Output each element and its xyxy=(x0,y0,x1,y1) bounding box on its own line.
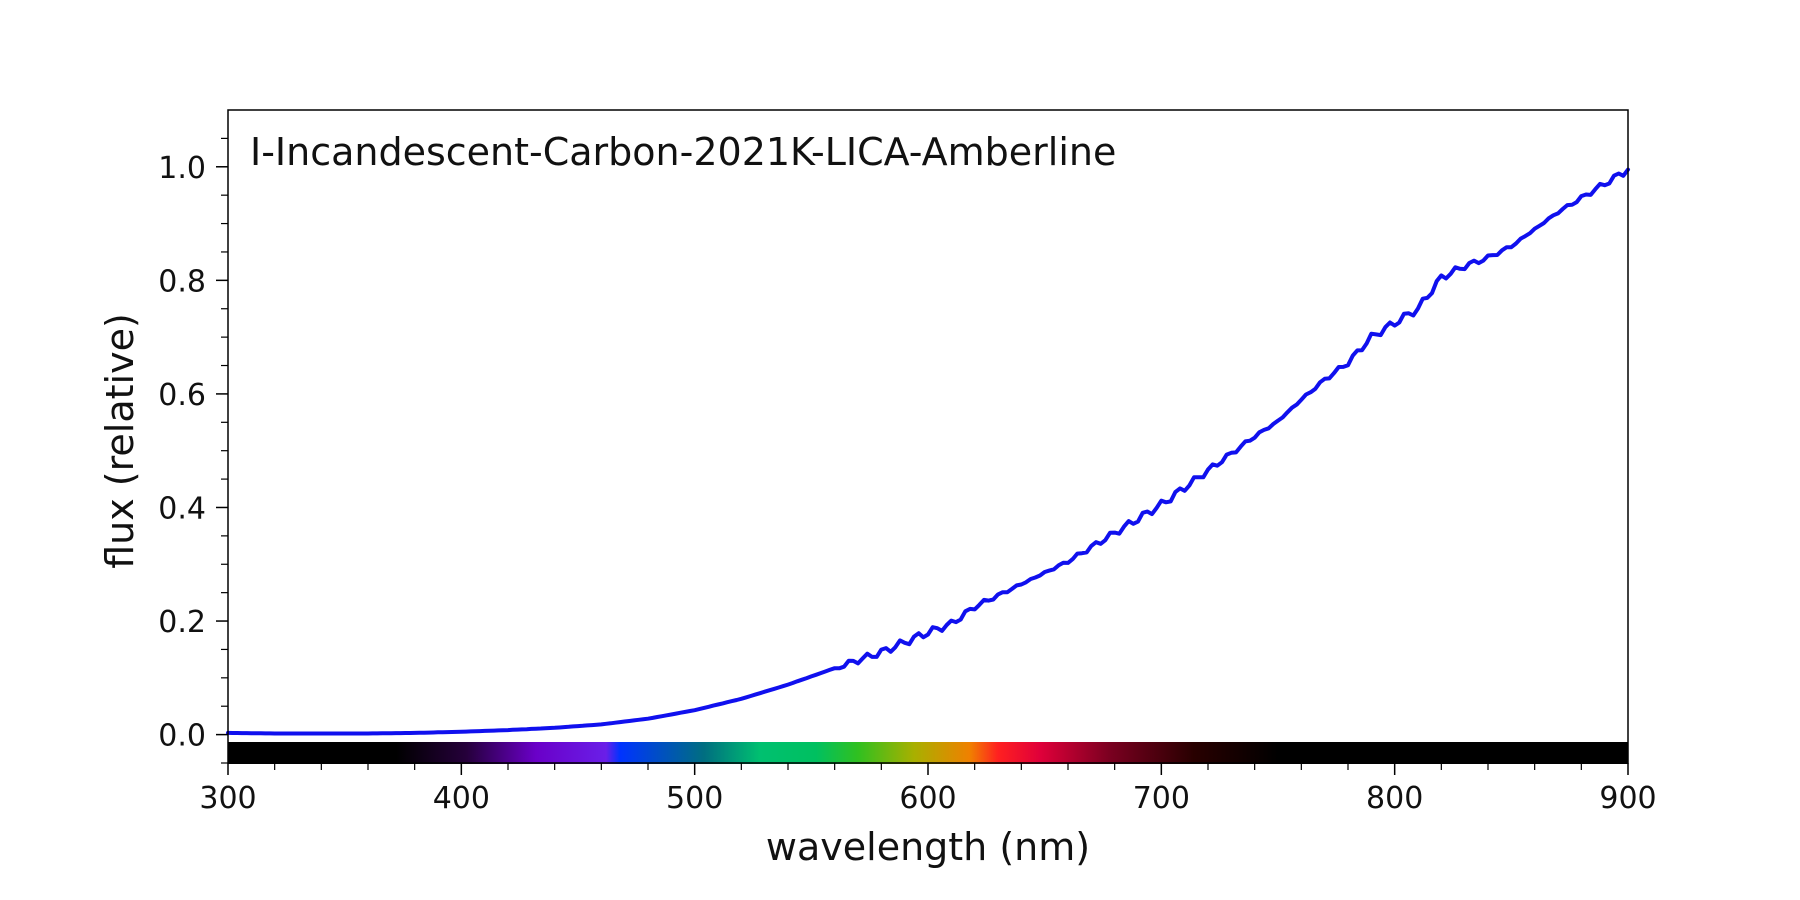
y-tick-label: 1.0 xyxy=(158,151,206,186)
x-axis-title: wavelength (nm) xyxy=(766,825,1090,869)
y-axis-ticks: 0.0 0.2 0.4 0.6 0.8 1.0 xyxy=(158,137,228,764)
y-tick-label: 0.4 xyxy=(158,491,206,526)
y-tick-label: 0.0 xyxy=(158,719,206,754)
x-tick-label: 400 xyxy=(433,781,490,816)
plot-frame xyxy=(227,109,1629,764)
series-line xyxy=(226,167,1630,736)
chart-title: I-Incandescent-Carbon-2021K-LICA-Amberli… xyxy=(250,130,1116,174)
x-tick-label: 900 xyxy=(1599,781,1656,816)
spectrum-bar xyxy=(228,742,1628,764)
x-tick-label: 300 xyxy=(199,781,256,816)
x-tick-label: 600 xyxy=(899,781,956,816)
x-tick-label: 700 xyxy=(1133,781,1190,816)
x-tick-label: 500 xyxy=(666,781,723,816)
x-axis-ticks: 300 400 500 600 700 800 900 xyxy=(199,763,1657,816)
x-tick-label: 800 xyxy=(1366,781,1423,816)
y-tick-label: 0.6 xyxy=(158,378,206,413)
y-tick-label: 0.2 xyxy=(158,605,206,640)
y-tick-label: 0.8 xyxy=(158,264,206,299)
y-axis-title: flux (relative) xyxy=(98,313,142,569)
series-layer xyxy=(226,167,1630,736)
